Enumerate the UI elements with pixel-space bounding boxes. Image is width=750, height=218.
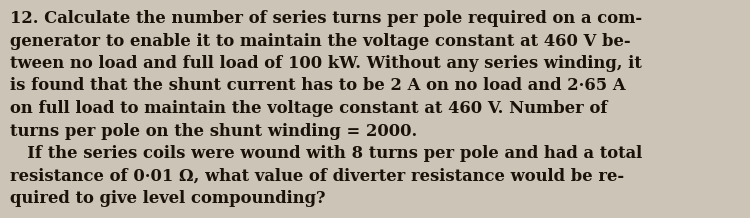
Text: quired to give level compounding?: quired to give level compounding? xyxy=(10,190,326,207)
Text: generator to enable it to maintain the voltage constant at 460 V be-: generator to enable it to maintain the v… xyxy=(10,32,631,49)
Text: on full load to maintain the voltage constant at 460 V. Number of: on full load to maintain the voltage con… xyxy=(10,100,608,117)
Text: If the series coils were wound with 8 turns per pole and had a total: If the series coils were wound with 8 tu… xyxy=(10,145,642,162)
Text: 12. Calculate the number of series turns per pole required on a com-: 12. Calculate the number of series turns… xyxy=(10,10,642,27)
Text: turns per pole on the shunt winding = 2000.: turns per pole on the shunt winding = 20… xyxy=(10,123,417,140)
Text: is found that the shunt current has to be 2 A on no load and 2·65 A: is found that the shunt current has to b… xyxy=(10,78,626,94)
Text: resistance of 0·01 Ω, what value of diverter resistance would be re-: resistance of 0·01 Ω, what value of dive… xyxy=(10,167,624,184)
Text: tween no load and full load of 100 kW. Without any series winding, it: tween no load and full load of 100 kW. W… xyxy=(10,55,642,72)
